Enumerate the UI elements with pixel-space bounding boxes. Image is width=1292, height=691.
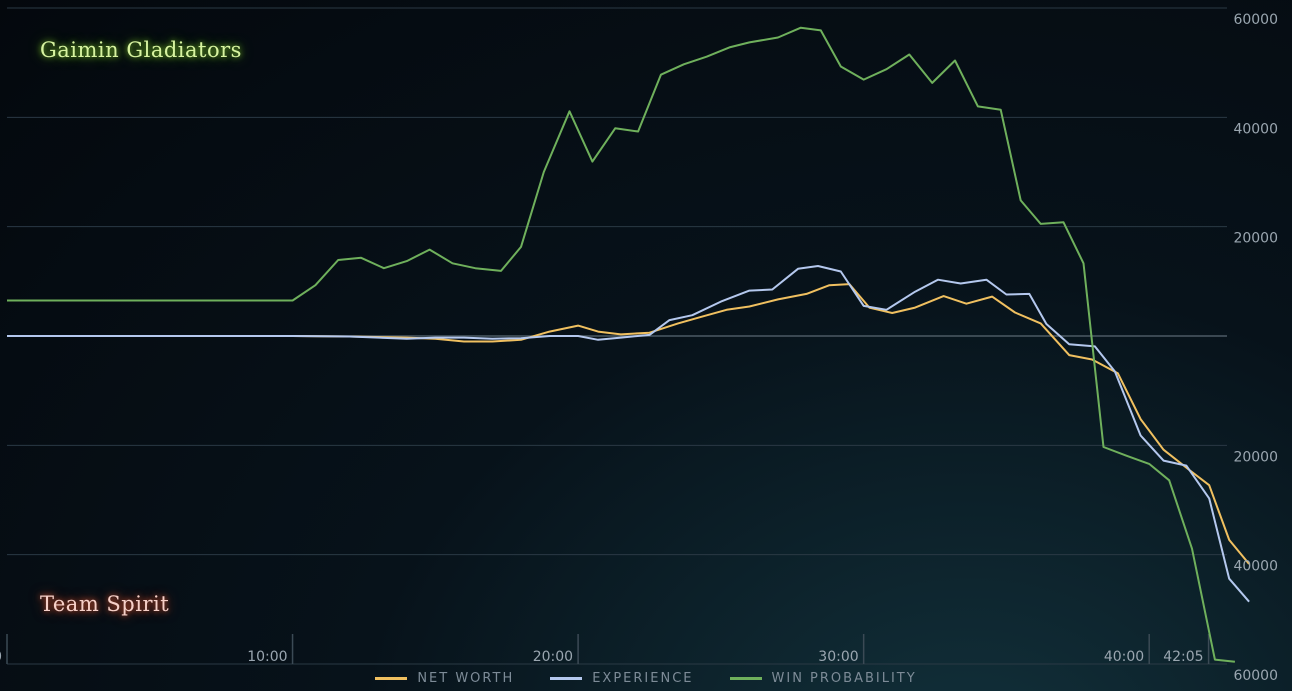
x-tick-label-4: 40:00 xyxy=(1104,649,1144,665)
y-tick-label-1: 40000 xyxy=(1233,121,1278,137)
top-team-label: Gaimin Gladiators xyxy=(40,38,242,62)
y-tick-label-3: 20000 xyxy=(1233,449,1278,465)
x-tick-label-2: 20:00 xyxy=(533,649,573,665)
x-tick-label-0: 0:00 xyxy=(0,649,2,665)
y-tick-label-2: 20000 xyxy=(1233,231,1278,247)
experience-swatch xyxy=(550,676,583,680)
legend: NET WORTH EXPERIENCE WIN PROBABILITY xyxy=(0,668,1292,688)
legend-item-experience: EXPERIENCE xyxy=(550,668,693,688)
y-tick-label-5: 60000 xyxy=(1233,668,1278,684)
win-probability-swatch xyxy=(729,676,762,680)
x-tick-label-5: 42:05 xyxy=(1163,649,1203,665)
series-line-win-probability xyxy=(7,26,1236,663)
x-tick-label-1: 10:00 xyxy=(247,649,287,665)
series-line-experience xyxy=(7,265,1250,603)
y-tick-label-4: 40000 xyxy=(1233,559,1278,575)
net-worth-swatch xyxy=(375,676,408,680)
legend-label-net-worth: NET WORTH xyxy=(417,670,515,686)
series-line-net-worth xyxy=(7,283,1250,565)
legend-label-experience: EXPERIENCE xyxy=(592,670,694,686)
bottom-team-label: Team Spirit xyxy=(40,592,170,616)
legend-item-net-worth: NET WORTH xyxy=(375,668,514,688)
legend-item-win-probability: WIN PROBABILITY xyxy=(729,668,917,688)
legend-label-win-probability: WIN PROBABILITY xyxy=(771,670,917,686)
x-tick-label-3: 30:00 xyxy=(818,649,858,665)
y-tick-label-0: 60000 xyxy=(1233,12,1278,28)
